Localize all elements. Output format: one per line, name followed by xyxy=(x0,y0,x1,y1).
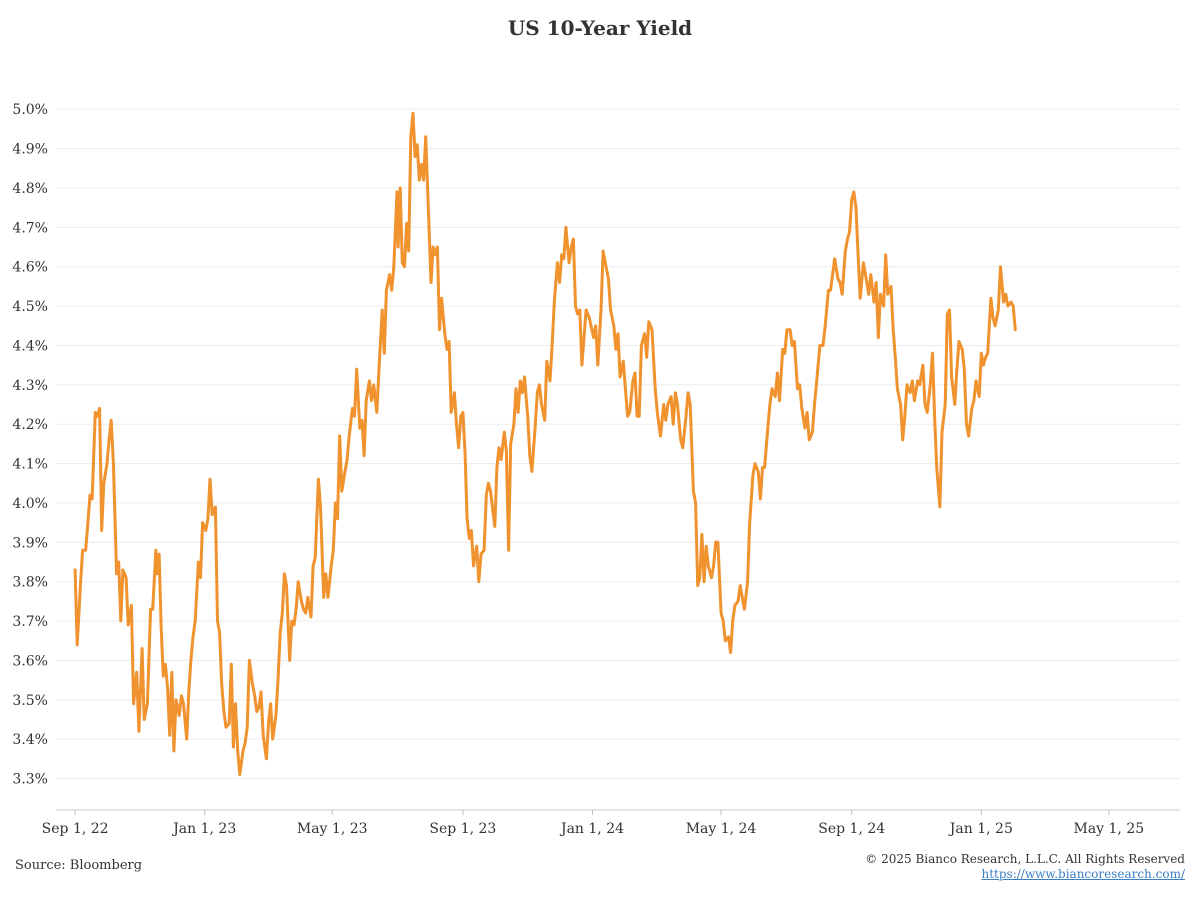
y-tick-label: 4.0% xyxy=(12,496,48,512)
y-tick-label: 4.9% xyxy=(12,142,48,158)
x-tick-label: Jan 1, 25 xyxy=(948,821,1013,837)
y-tick-label: 3.5% xyxy=(12,693,48,709)
axes: 3.3% 3.4% 3.5% 3.6% 3.7% 3.8% 3.9% 4.0% 4.1% 4.2%… xyxy=(12,102,1180,837)
copyright-notice: © 2025 Bianco Research, L.L.C. All Right… xyxy=(865,852,1185,866)
x-tick-label: Sep 1, 22 xyxy=(42,821,109,837)
x-tick-label: Jan 1, 24 xyxy=(559,821,624,837)
y-tick-label: 4.6% xyxy=(12,260,48,276)
website-link[interactable]: https://www.biancoresearch.com/ xyxy=(981,867,1185,881)
x-tick-label: Sep 1, 23 xyxy=(429,821,496,837)
y-tick-label: 5.0% xyxy=(12,102,48,118)
y-tick-label: 4.4% xyxy=(12,338,48,354)
y-tick-label: 3.7% xyxy=(12,614,48,630)
y-tick-label: 4.8% xyxy=(12,181,48,197)
x-tick-label: May 1, 24 xyxy=(686,821,757,837)
x-tick-label: May 1, 23 xyxy=(297,821,368,837)
y-tick-label: 4.1% xyxy=(12,457,48,473)
gridlines xyxy=(56,108,1180,780)
source-note: Source: Bloomberg xyxy=(15,858,143,873)
y-tick-label: 4.2% xyxy=(12,417,48,433)
y-tick-label: 4.7% xyxy=(12,220,48,236)
y-tick-label: 3.6% xyxy=(12,653,48,669)
x-tick-label: Jan 1, 23 xyxy=(171,821,236,837)
y-tick-label: 3.8% xyxy=(12,575,48,591)
series-line xyxy=(73,111,1017,777)
y-tick-label: 3.4% xyxy=(12,732,48,748)
x-tick-label: Sep 1, 24 xyxy=(818,821,885,837)
y-tick-label: 3.3% xyxy=(12,772,48,788)
x-tick-label: May 1, 25 xyxy=(1073,821,1144,837)
chart-title: US 10-Year Yield xyxy=(507,16,693,40)
y-tick-label: 3.9% xyxy=(12,535,48,551)
y-tick-label: 4.5% xyxy=(12,299,48,315)
y-tick-label: 4.3% xyxy=(12,378,48,394)
series-layer xyxy=(73,111,1017,777)
